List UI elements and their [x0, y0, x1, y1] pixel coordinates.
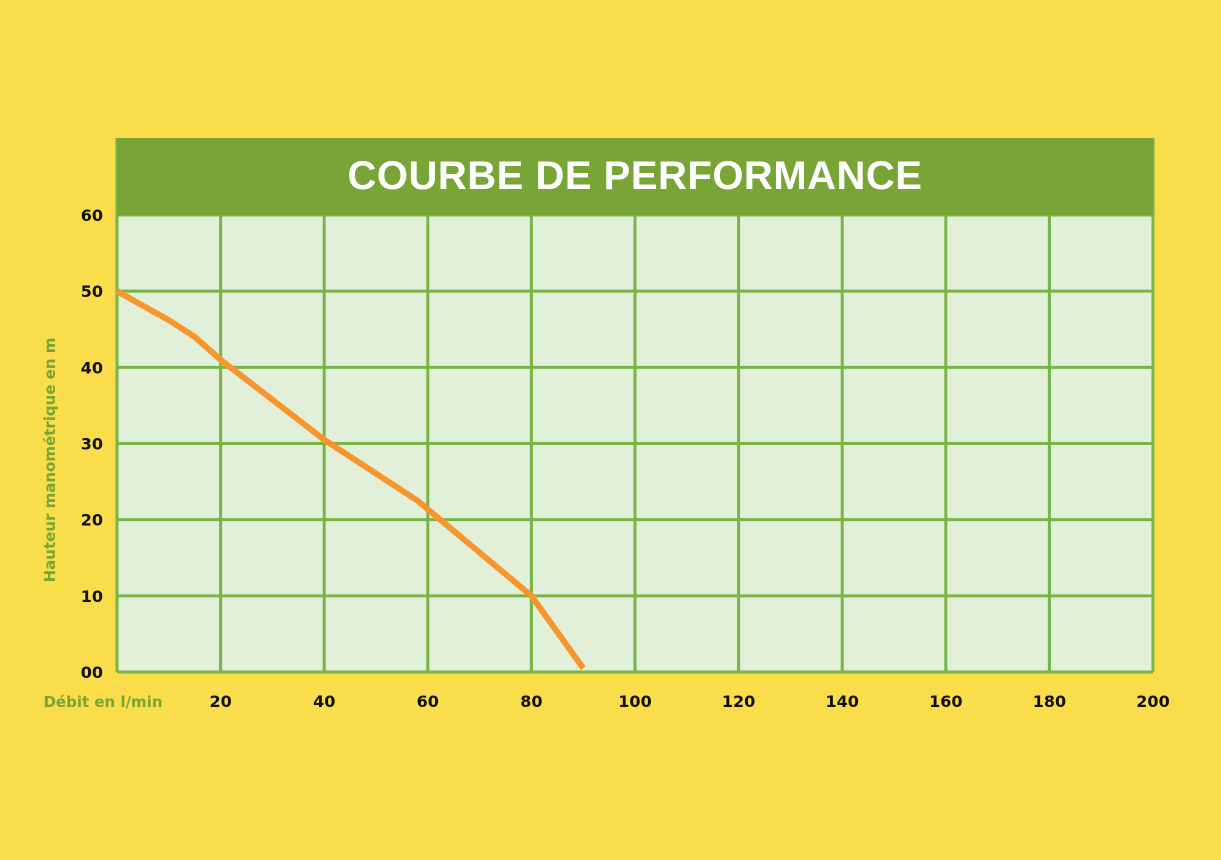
y-axis-label: Hauteur manométrique en m: [41, 338, 59, 583]
y-tick-label: 30: [81, 435, 103, 454]
y-tick-label: 40: [81, 358, 103, 377]
x-tick-label: 200: [1136, 692, 1169, 711]
x-tick-label: 40: [313, 692, 335, 711]
performance-curve: [115, 288, 586, 670]
y-tick-label: 60: [81, 206, 103, 225]
chart-title-band: COURBE DE PERFORMANCE: [117, 138, 1153, 215]
x-tick-label: 160: [929, 692, 962, 711]
x-tick-label: 20: [209, 692, 231, 711]
x-tick-label: 100: [618, 692, 651, 711]
x-tick-label: 120: [722, 692, 755, 711]
y-tick-label: 00: [81, 663, 103, 682]
y-tick-label: 20: [81, 511, 103, 530]
y-tick-label: 10: [81, 587, 103, 606]
x-tick-label: 80: [520, 692, 542, 711]
x-axis-label: Débit en l/min: [43, 693, 162, 711]
x-tick-label: 180: [1033, 692, 1066, 711]
x-tick-label: 140: [825, 692, 858, 711]
y-tick-label: 50: [81, 282, 103, 301]
chart-title: COURBE DE PERFORMANCE: [347, 154, 923, 198]
x-tick-label: 60: [417, 692, 439, 711]
